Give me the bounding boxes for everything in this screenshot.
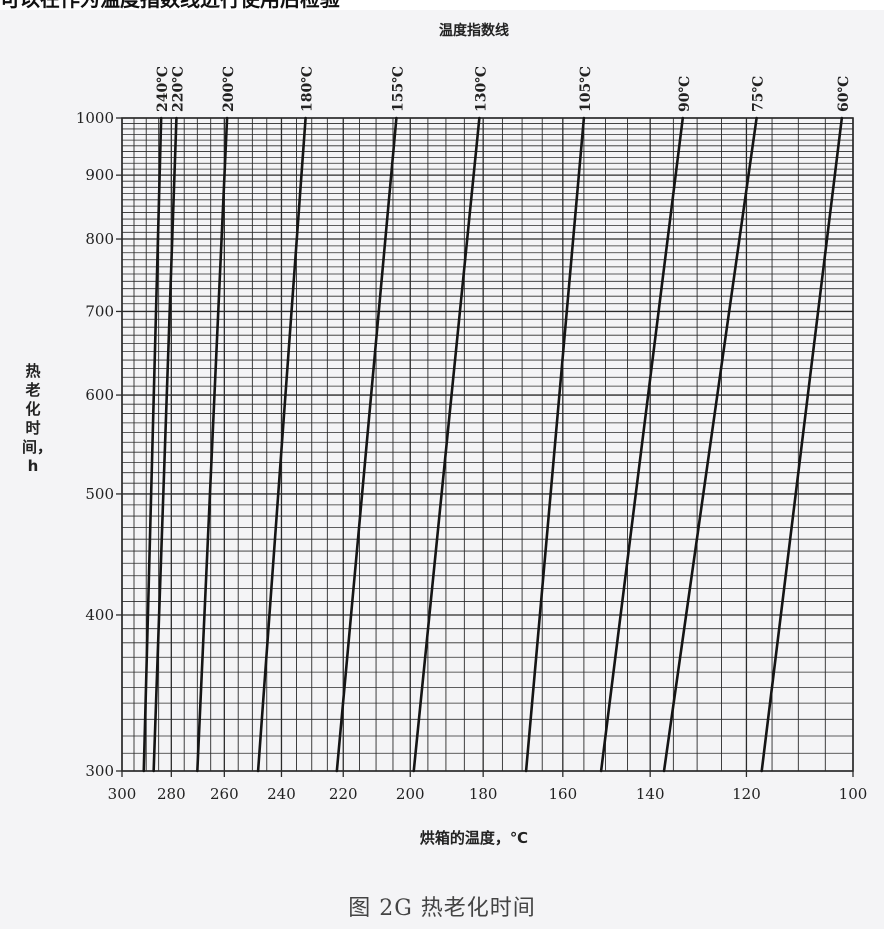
- series-label: 130℃: [473, 66, 489, 112]
- x-tick-label: 240: [267, 785, 296, 803]
- plot-frame: [121, 117, 854, 772]
- series-lines: [142, 116, 844, 773]
- series-label: 200℃: [221, 66, 237, 112]
- figure-caption: 图 2G 热老化时间: [348, 896, 536, 921]
- series-line: [760, 116, 844, 773]
- x-axis-label: 烘箱的温度，℃: [420, 829, 528, 847]
- x-tick-label: 140: [636, 785, 665, 803]
- y-tick-label: 400: [85, 606, 114, 624]
- series-line: [335, 116, 398, 773]
- series-line: [599, 116, 685, 773]
- x-tick-label: 260: [210, 785, 239, 803]
- y-tick-label: 900: [85, 166, 114, 184]
- y-tick-label: 500: [85, 485, 114, 503]
- series-labels: 240℃ 220℃ 200℃ 180℃ 155℃ 130℃ 105℃ 90℃ 75℃ 60℃: [155, 66, 852, 112]
- y-tick-label: 700: [85, 302, 114, 320]
- series-label: 90℃: [677, 76, 693, 112]
- series-line: [524, 116, 586, 773]
- series-label: 180℃: [300, 66, 316, 112]
- series-line: [662, 116, 758, 773]
- series-label: 75℃: [751, 76, 767, 112]
- x-tick-label: 120: [732, 785, 761, 803]
- y-tick-label: 1000: [76, 109, 114, 127]
- top-caption: 可以在作为温度指数线进行使用后检验: [0, 0, 884, 10]
- series-line: [256, 116, 307, 773]
- tick-labels: 300 280 260 240 220 200 180 160 140 120 100 300 400 5…: [76, 109, 868, 803]
- x-tick-label: 180: [469, 785, 498, 803]
- x-tick-label: 200: [396, 785, 425, 803]
- series-label: 60℃: [836, 76, 852, 112]
- y-tick-label: 300: [85, 762, 114, 780]
- series-line: [412, 116, 481, 773]
- series-label: 220℃: [170, 66, 186, 112]
- y-axis-label: 热老化时间，h: [22, 362, 53, 475]
- series-line: [196, 116, 229, 773]
- series-label: 105℃: [578, 66, 594, 112]
- x-tick-label: 100: [839, 785, 868, 803]
- chart-title: 温度指数线: [439, 22, 509, 39]
- x-tick-label: 160: [548, 785, 577, 803]
- x-tick-label: 280: [157, 785, 186, 803]
- series-line: [152, 116, 178, 773]
- series-label: 240℃: [155, 66, 171, 112]
- y-tick-label: 600: [85, 386, 114, 404]
- y-tick-label: 800: [85, 230, 114, 248]
- x-tick-label: 220: [329, 785, 358, 803]
- x-tick-label: 300: [108, 785, 137, 803]
- series-label: 155℃: [390, 66, 406, 112]
- series-line: [142, 116, 163, 773]
